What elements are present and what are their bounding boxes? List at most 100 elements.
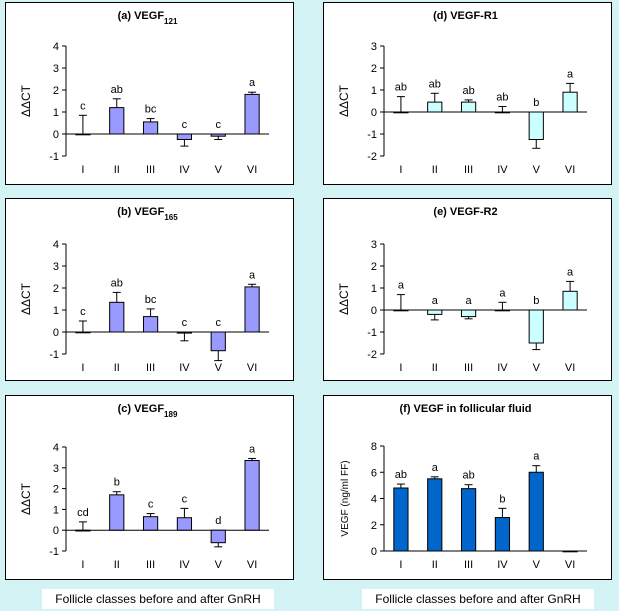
y-tick-label: 0	[371, 107, 377, 119]
chart-panel-f: (f) VEGF in follicular fluid VEGF (ng/ml …	[323, 395, 612, 580]
y-tick-label: 1	[53, 107, 59, 119]
bar	[427, 478, 443, 552]
bar	[244, 286, 260, 333]
bar	[528, 111, 544, 140]
significance-letter: ab	[462, 470, 474, 482]
significance-letter: bc	[145, 104, 157, 116]
significance-letter: a	[249, 443, 256, 455]
bar	[494, 309, 511, 312]
x-tick-label: I	[399, 164, 402, 176]
y-tick-label: 4	[53, 239, 59, 251]
y-tick-label: 0	[371, 546, 377, 558]
y-tick-label: 0	[371, 305, 377, 317]
significance-letter: d	[215, 515, 221, 527]
bar	[562, 550, 578, 553]
significance-letter: a	[249, 269, 256, 281]
y-tick-label: 3	[371, 239, 377, 251]
significance-letter: c	[148, 499, 154, 511]
x-tick-label: IV	[497, 559, 508, 571]
y-tick-label: 3	[371, 41, 377, 53]
y-tick-label: 2	[53, 283, 59, 295]
bar	[562, 91, 578, 113]
x-tick-label: V	[215, 559, 223, 571]
x-tick-label: I	[81, 362, 84, 374]
significance-letter: ab	[429, 78, 441, 90]
chart-title: (e) VEGF-R2	[433, 206, 497, 218]
significance-letter: a	[567, 68, 574, 80]
x-tick-label: II	[114, 362, 120, 374]
y-tick-label: -1	[49, 349, 59, 361]
significance-letter: b	[533, 97, 539, 109]
chart-f: (f) VEGF in follicular fluid VEGF (ng/ml …	[340, 403, 587, 571]
x-tick-label: II	[432, 559, 438, 571]
x-tick-label: VI	[565, 164, 575, 176]
x-tick-label: III	[146, 362, 155, 374]
x-tick-label: I	[399, 559, 402, 571]
chart-title: (c) VEGF189	[118, 403, 178, 419]
x-tick-label: IV	[179, 362, 190, 374]
significance-letter: ab	[395, 82, 407, 94]
x-tick-label: III	[146, 164, 155, 176]
significance-letter: a	[466, 295, 473, 307]
y-tick-label: 1	[371, 85, 377, 97]
bar	[210, 133, 226, 137]
y-axis-label: ΔΔCT	[337, 282, 351, 315]
bar	[109, 107, 125, 135]
chart-title: (b) VEGF165	[117, 206, 178, 222]
y-tick-label: 4	[371, 494, 377, 506]
chart-title: (a) VEGF121	[118, 10, 178, 26]
bar	[393, 111, 409, 114]
significance-letter: c	[182, 317, 188, 329]
x-tick-label: I	[81, 559, 84, 571]
bar	[142, 516, 159, 531]
y-tick-label: 0	[53, 129, 59, 141]
significance-letter: ab	[462, 85, 474, 97]
significance-letter: a	[533, 451, 540, 463]
significance-letter: b	[114, 477, 120, 489]
y-tick-label: -2	[367, 349, 377, 361]
x-tick-label: VI	[565, 362, 575, 374]
x-tick-label: IV	[497, 164, 508, 176]
y-tick-label: 1	[371, 283, 377, 295]
significance-letter: c	[216, 317, 222, 329]
y-tick-label: 0	[53, 327, 59, 339]
bar	[244, 460, 260, 531]
bar	[109, 494, 125, 531]
x-tick-label: IV	[179, 559, 190, 571]
chart-a: (a) VEGF121 ΔΔCT -1 0 1 2 3 4 c Iab II bc III c IV c Va V…	[19, 10, 269, 176]
x-tick-label: VI	[247, 164, 257, 176]
bar	[460, 488, 477, 552]
y-axis-label: ΔΔCT	[337, 84, 351, 117]
x-tick-label: II	[114, 164, 120, 176]
y-tick-label: 4	[53, 442, 59, 454]
bar	[210, 529, 226, 544]
x-axis-caption-right: Follicle classes before and after GnRH	[362, 589, 594, 609]
chart-e: (e) VEGF-R2 ΔΔCT -2 -1 0 1 2 3 a Ia II a III a IV b Va VI	[337, 206, 587, 374]
bar	[75, 133, 91, 136]
significance-letter: a	[499, 287, 506, 299]
y-tick-label: -1	[367, 129, 377, 141]
significance-letter: ab	[496, 92, 508, 104]
y-axis-label: ΔΔCT	[19, 84, 33, 117]
bar	[109, 301, 125, 333]
y-tick-label: 2	[371, 63, 377, 75]
bar	[142, 316, 159, 333]
bar	[210, 331, 226, 352]
bar	[75, 331, 91, 334]
significance-letter: a	[567, 266, 574, 278]
bar	[460, 101, 477, 113]
significance-letter: b	[533, 295, 539, 307]
y-tick-label: 1	[53, 504, 59, 516]
x-tick-label: VI	[247, 362, 257, 374]
significance-letter: c	[80, 100, 86, 112]
significance-letter: ab	[111, 84, 123, 96]
y-axis-label: VEGF (ng/ml FF)	[340, 460, 351, 536]
significance-letter: ab	[395, 469, 407, 481]
chart-d: (d) VEGF-R1 ΔΔCT -2 -1 0 1 2 3 ab Iab II ab III ab IV b…	[337, 10, 587, 176]
bar	[528, 471, 544, 552]
significance-letter: c	[182, 119, 188, 131]
chart-title: (d) VEGF-R1	[433, 10, 498, 22]
x-tick-label: III	[146, 559, 155, 571]
